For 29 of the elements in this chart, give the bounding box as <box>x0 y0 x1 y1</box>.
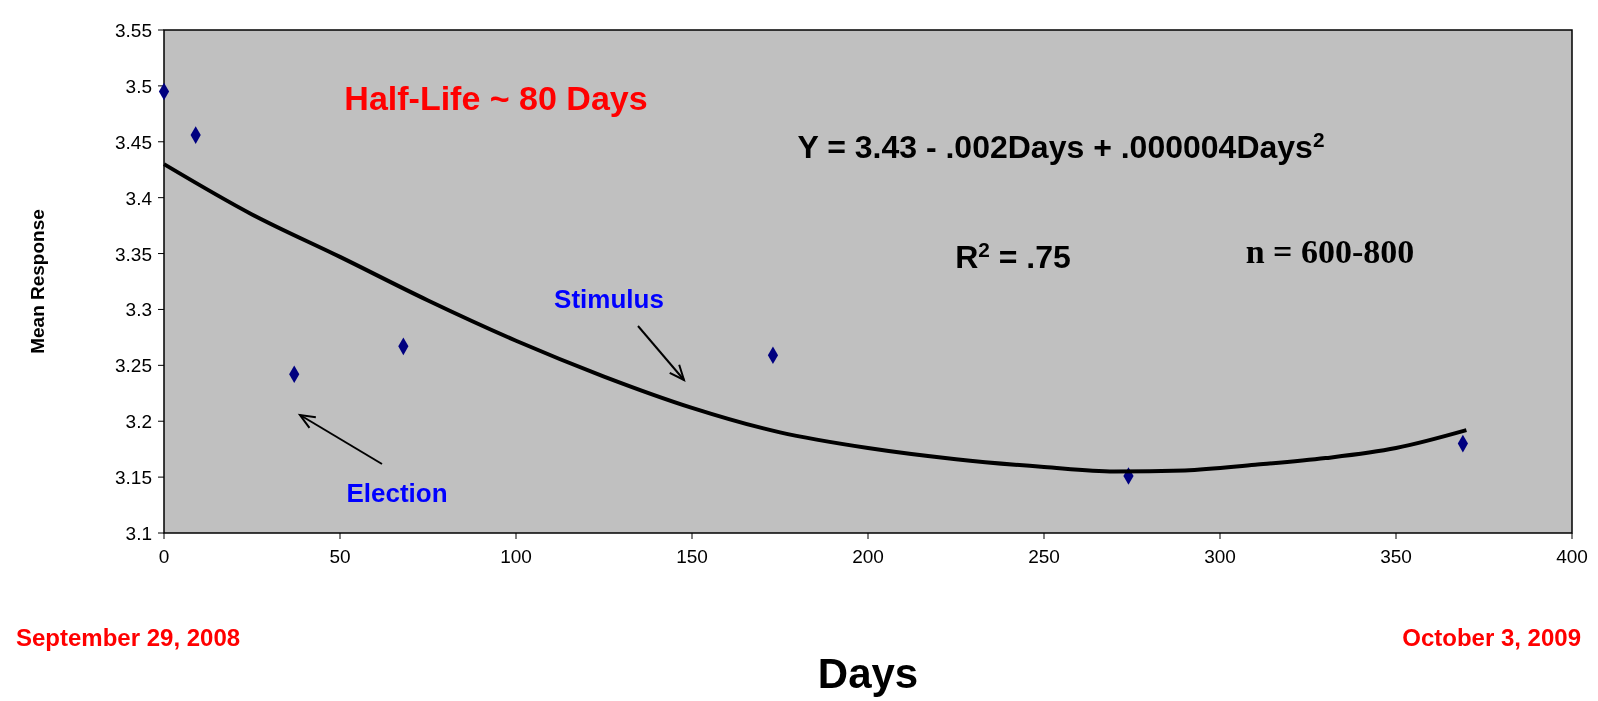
text: October 3, 2009 <box>1402 624 1581 651</box>
annotation: Election <box>346 478 448 508</box>
x-tick-label: 250 <box>1028 546 1060 567</box>
y-tick-label: 3.4 <box>125 187 153 209</box>
x-tick-label: 150 <box>676 546 708 567</box>
x-tick-label: 400 <box>1556 546 1588 567</box>
annotation: Stimulus <box>554 284 664 314</box>
x-axis-title: Days <box>817 650 919 697</box>
y-tick-label: 3.5 <box>125 75 152 97</box>
y-tick-label: 3.45 <box>115 131 152 153</box>
y-tick-label: 3.3 <box>125 299 152 321</box>
annotation: Half-Life ~ 80 Days <box>344 79 648 117</box>
x-tick-label: 0 <box>158 546 170 567</box>
y-tick-label: 3.1 <box>125 523 152 544</box>
y-tick-label: 3.2 <box>125 411 152 433</box>
x-tick-label: 300 <box>1204 546 1236 567</box>
annotation: n = 600-800 <box>1245 233 1415 270</box>
y-tick-label: 3.15 <box>115 467 152 489</box>
y-tick-label: 3.55 <box>115 20 152 41</box>
y-tick-label: 3.25 <box>115 355 152 377</box>
x-tick-label: 350 <box>1380 546 1412 567</box>
y-tick-label: 3.35 <box>115 243 152 265</box>
annotation: Y = 3.43 - .002Days + .000004Days$^{2}$ <box>797 127 1325 165</box>
annotation: R$^{2}$ = .75 <box>955 237 1071 275</box>
x-tick-label: 100 <box>500 546 532 567</box>
y-axis-title: Mean Response <box>27 209 48 354</box>
x-tick-label: 200 <box>852 546 884 567</box>
x-tick-label: 50 <box>329 546 351 567</box>
text: September 29, 2008 <box>16 624 241 651</box>
